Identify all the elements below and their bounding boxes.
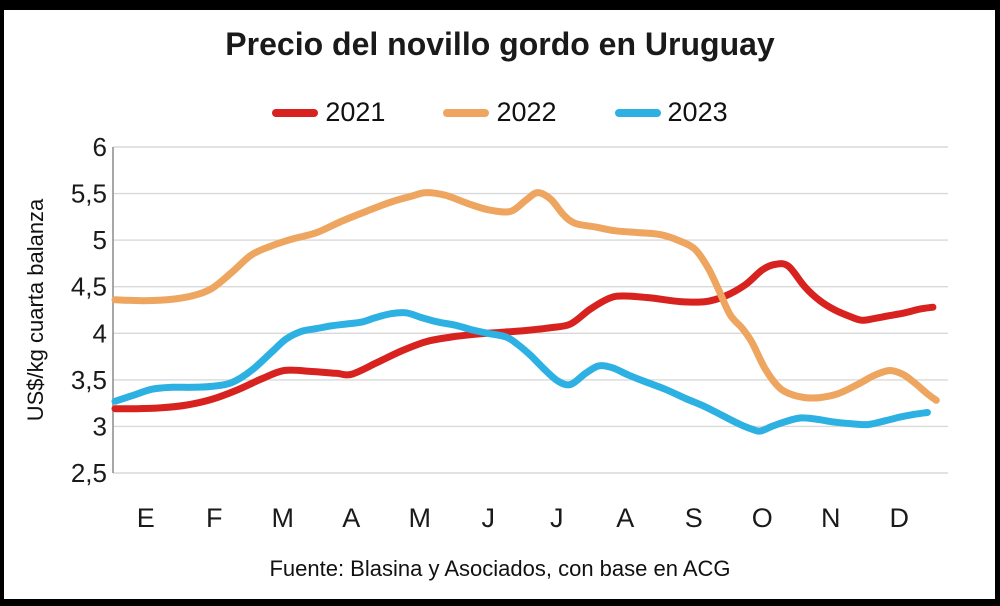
y-tick-label: 2,5: [71, 458, 107, 488]
y-tick-label: 5: [93, 225, 107, 255]
legend-swatch-2021: [272, 108, 319, 117]
x-tick-label: M: [409, 503, 432, 533]
legend-label-2022: 2022: [496, 97, 557, 127]
series-2023-line: [111, 309, 931, 435]
legend-item-2021: 2021: [272, 97, 385, 128]
frame-border-top: [0, 0, 1000, 10]
x-tick-label: E: [137, 503, 155, 533]
x-tick-label: J: [482, 503, 496, 533]
legend-item-2023: 2023: [614, 97, 728, 128]
source-caption: Fuente: Blasina y Asociados, con base en…: [269, 556, 731, 581]
frame-border-right: [995, 0, 1000, 606]
y-tick-label: 5,5: [71, 179, 107, 209]
y-axis-title: US$/kg cuarta balanza: [23, 198, 48, 422]
legend-label-2021: 2021: [325, 97, 386, 127]
chart-legend: 2021 2022 2023: [0, 97, 1000, 128]
legend-item-2022: 2022: [443, 97, 557, 128]
legend-label-2023: 2023: [667, 97, 728, 127]
y-tick-label: 4: [93, 318, 107, 348]
y-tick-label: 4,5: [71, 272, 107, 302]
series-2022-line: [111, 189, 940, 404]
legend-swatch-2023: [614, 108, 661, 117]
x-tick-label: N: [821, 503, 841, 533]
x-tick-label: J: [550, 503, 564, 533]
frame-border-left: [0, 0, 4, 606]
y-tick-label: 3: [93, 411, 107, 441]
x-tick-label: F: [206, 503, 223, 533]
x-tick-label: O: [752, 503, 773, 533]
x-tick-label: A: [342, 503, 360, 533]
x-tick-label: D: [890, 503, 910, 533]
x-tick-label: S: [685, 503, 703, 533]
series-2021-line: [111, 260, 937, 413]
x-tick-label: A: [616, 503, 634, 533]
y-tick-label: 6: [93, 132, 107, 162]
x-tick-label: M: [272, 503, 295, 533]
y-tick-label: 3,5: [71, 365, 107, 395]
frame-border-bottom: [0, 599, 1000, 606]
legend-swatch-2022: [443, 108, 490, 117]
chart-title: Precio del novillo gordo en Uruguay: [225, 26, 775, 62]
